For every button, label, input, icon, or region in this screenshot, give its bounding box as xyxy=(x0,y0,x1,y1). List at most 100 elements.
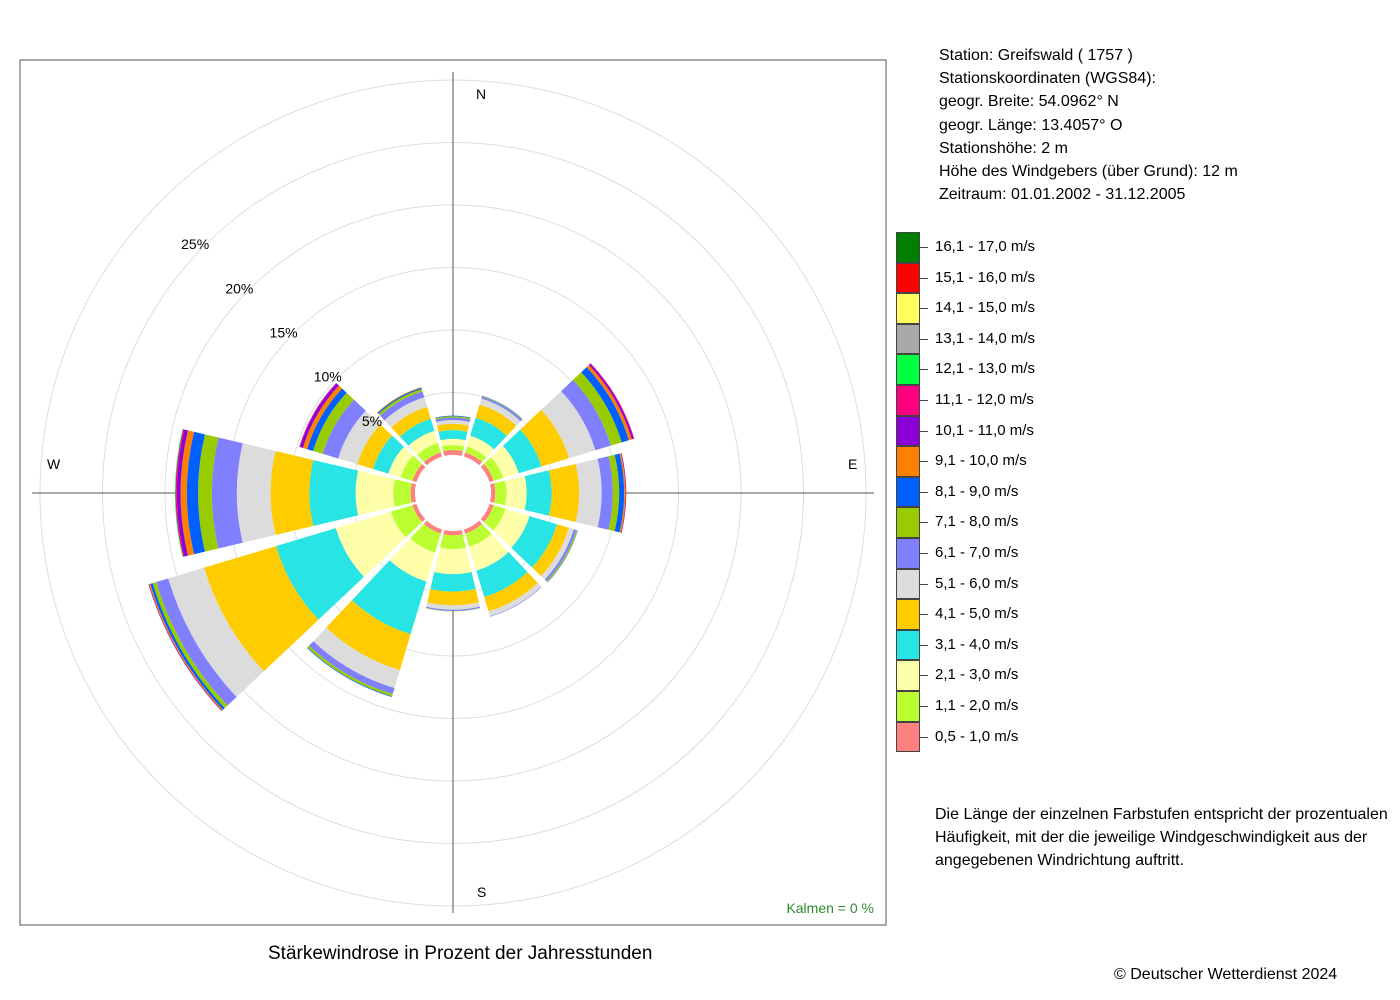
sector-segment xyxy=(427,588,479,606)
legend-tick xyxy=(920,277,928,279)
legend-tick xyxy=(920,706,928,707)
sector-segment xyxy=(469,533,509,571)
sector-segment xyxy=(152,582,228,709)
sector-segment xyxy=(425,606,481,611)
sector-segment xyxy=(561,379,611,451)
sector-segment xyxy=(410,523,441,553)
sector-segment xyxy=(186,431,205,555)
sector-segment xyxy=(520,409,570,467)
sector-segment xyxy=(581,367,629,443)
sector-180 xyxy=(425,529,481,612)
legend-tick xyxy=(920,644,928,646)
explanation-line: angegebenen Windrichtung auftritt. xyxy=(935,852,1185,869)
coords-title: Stationskoordinaten (WGS84): xyxy=(939,70,1156,88)
sector-segment xyxy=(435,416,471,420)
sector-segment xyxy=(483,457,504,481)
sector-segment xyxy=(378,388,423,416)
sector-segment xyxy=(393,479,412,507)
sector-segment xyxy=(236,443,276,543)
legend-tick xyxy=(920,491,928,493)
legend-label: 16,1 - 17,0 m/s xyxy=(935,238,1036,255)
legend-swatch xyxy=(896,446,920,477)
legend-tick xyxy=(920,583,928,585)
sector-segment xyxy=(475,404,517,436)
sector-segment xyxy=(480,503,494,523)
station-info: Station: Greifswald ( 1757 ) Stationskoo… xyxy=(939,44,1238,206)
legend-label: 13,1 - 14,0 m/s xyxy=(935,329,1036,347)
sector-segment xyxy=(309,459,359,527)
sector-segment xyxy=(502,429,542,474)
explanation-line: Die Länge der einzelnen Farbstufen entsp… xyxy=(935,806,1388,823)
sector-60 xyxy=(480,363,635,483)
sector-segment xyxy=(436,420,470,426)
legend-tick xyxy=(920,675,928,677)
sector-segment xyxy=(440,534,466,550)
sector-segment xyxy=(597,456,613,530)
sector-segment xyxy=(412,503,426,523)
legend-swatch xyxy=(896,354,920,385)
sector-segment xyxy=(619,453,626,533)
calms-label: Kalmen = 0 % xyxy=(786,900,874,916)
sector-segment xyxy=(434,547,472,575)
legend-swatch xyxy=(896,232,920,263)
calm-circle xyxy=(415,455,491,531)
legend-swatch xyxy=(896,568,920,600)
sector-210 xyxy=(306,520,443,698)
sector-segment xyxy=(400,455,423,481)
sector-segment xyxy=(384,397,428,428)
legend-tick xyxy=(920,400,928,401)
sector-segment xyxy=(541,527,574,580)
legend-item: 0,5 - 1,0 m/s xyxy=(896,721,1096,753)
sector-segment xyxy=(541,391,596,459)
sector-segment xyxy=(463,520,483,534)
legend-item: 10,1 - 11,0 m/s xyxy=(896,415,1096,447)
sector-segment xyxy=(175,429,185,557)
sector-segment xyxy=(391,406,431,437)
elevation: Stationshöhe: 2 m xyxy=(939,139,1068,157)
sector-segment xyxy=(399,418,435,446)
sector-segment xyxy=(435,415,471,419)
legend-item: 9,1 - 10,0 m/s xyxy=(896,446,1096,477)
legend-swatch xyxy=(896,538,920,569)
compass-label-n: N xyxy=(476,86,486,102)
legend-item: 12,1 - 13,0 m/s xyxy=(896,354,1096,385)
legend-label: 10,1 - 11,0 m/s xyxy=(935,421,1034,439)
legend-item: 6,1 - 7,0 m/s xyxy=(896,538,1096,569)
sector-segment xyxy=(489,483,496,503)
legend-item: 14,1 - 15,0 m/s xyxy=(896,293,1096,324)
sector-150 xyxy=(463,520,542,617)
sector-30 xyxy=(463,395,523,466)
legend-item: 4,1 - 5,0 m/s xyxy=(896,599,1096,630)
sector-segment xyxy=(380,391,425,421)
legend-label: 14,1 - 15,0 m/s xyxy=(935,299,1036,317)
legend-swatch xyxy=(896,415,920,447)
legend-swatch xyxy=(896,385,920,416)
legend-tick xyxy=(920,338,928,340)
sector-segment xyxy=(476,552,528,598)
sector-segment xyxy=(430,571,476,592)
sector-segment xyxy=(480,463,494,483)
sector-segment xyxy=(168,567,264,697)
legend-item: 2,1 - 3,0 m/s xyxy=(896,660,1096,691)
sector-240 xyxy=(148,503,426,712)
legend-label: 7,1 - 8,0 m/s xyxy=(935,513,1019,531)
sector-segment xyxy=(608,454,620,532)
sector-segment xyxy=(423,520,443,534)
sector-segment xyxy=(532,524,570,577)
sector-segment xyxy=(198,434,219,552)
sector-segment xyxy=(614,453,625,533)
sector-segment xyxy=(465,446,487,463)
legend-swatch xyxy=(896,599,920,630)
sector-segment xyxy=(302,385,343,450)
legend-item: 3,1 - 4,0 m/s xyxy=(896,629,1096,661)
legend-label: 2,1 - 3,0 m/s xyxy=(935,666,1019,684)
sector-segment xyxy=(417,442,441,463)
sector-segment xyxy=(377,387,422,414)
plot-frame xyxy=(19,59,887,926)
legend-item: 13,1 - 14,0 m/s xyxy=(896,323,1096,355)
sector-segment xyxy=(307,388,347,452)
ring-labels: 5% 10% 15% 20% 25% xyxy=(181,236,382,429)
legend-label: 15,1 - 16,0 m/s xyxy=(935,268,1036,286)
legend-label: 5,1 - 6,0 m/s xyxy=(935,574,1019,592)
